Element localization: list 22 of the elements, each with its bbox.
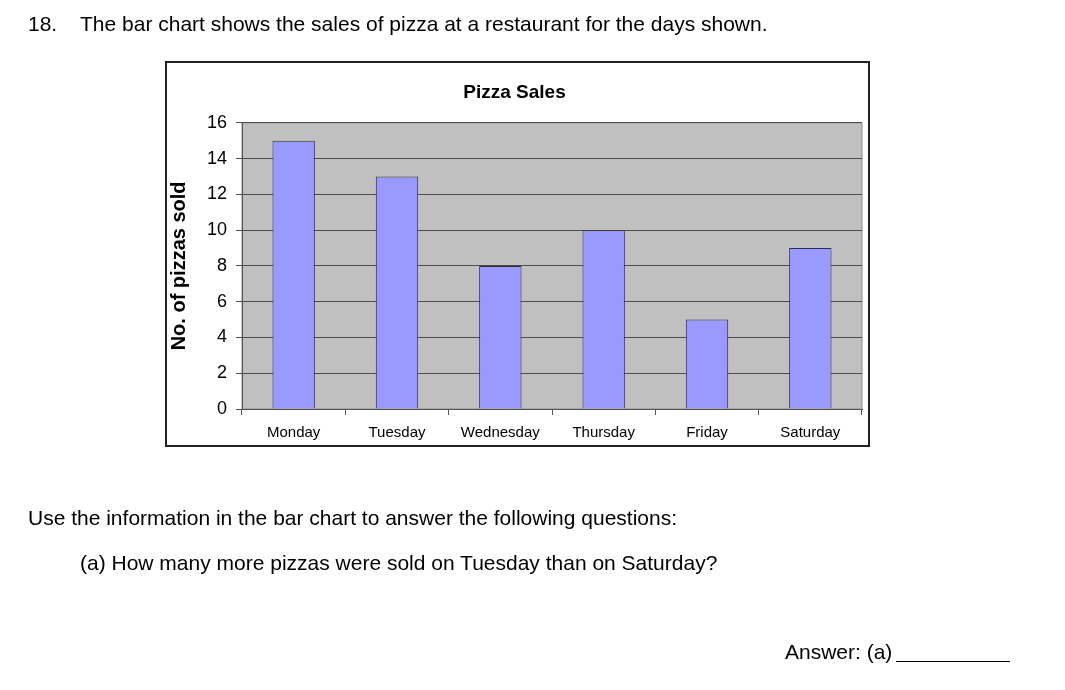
y-tick-label: 6 <box>216 290 227 311</box>
y-tick-label: 14 <box>206 147 227 168</box>
x-tick-label: Monday <box>266 423 321 441</box>
y-tick-label: 8 <box>216 254 227 275</box>
y-tick-label: 2 <box>216 362 227 383</box>
text: Use the information in the bar chart to answer the following questions: <box>28 506 678 530</box>
text: (a) How many more pizzas were sold on Tuesday than on Saturday? <box>80 551 718 575</box>
x-tick-label: Friday <box>686 423 729 441</box>
y-tick-label: 12 <box>206 183 227 204</box>
y-axis-title: No. of pizzas sold <box>166 181 189 351</box>
y-tick-label: 16 <box>206 111 227 132</box>
x-tick-label: Saturday <box>780 423 841 441</box>
y-tick-label: 0 <box>216 397 227 418</box>
x-tick-label: Thursday <box>572 423 636 441</box>
text: 18. <box>28 12 58 36</box>
x-tick-label: Wednesday <box>460 423 541 441</box>
text: The bar chart shows the sales of pizza at a restaurant for the days shown. <box>80 12 768 36</box>
x-tick-label: Tuesday <box>368 423 426 441</box>
y-tick-label: 4 <box>216 326 227 347</box>
chart-title: Pizza Sales <box>463 80 566 102</box>
y-tick-label: 10 <box>206 219 227 240</box>
text: Answer: (a) <box>785 640 893 664</box>
